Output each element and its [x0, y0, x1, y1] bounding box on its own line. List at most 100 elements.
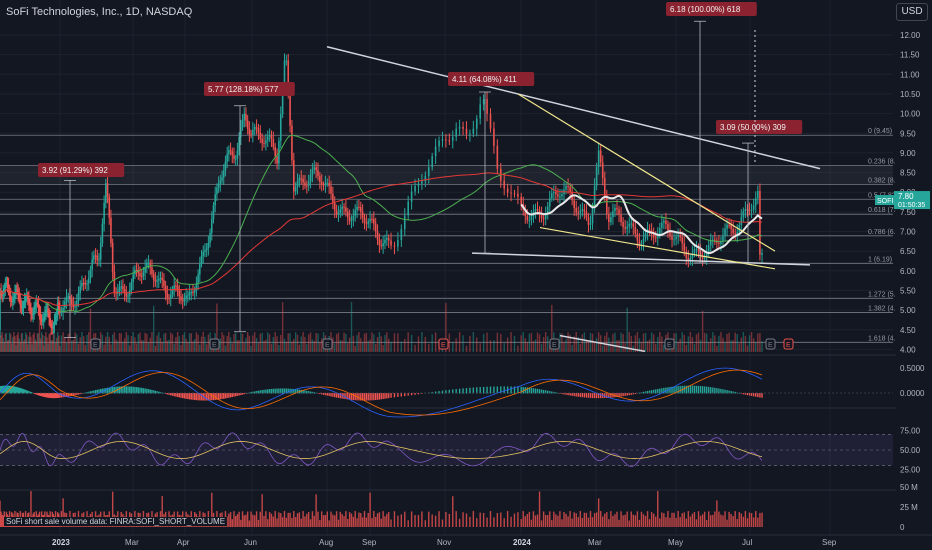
volume-bar: [283, 338, 286, 352]
volume-bar: [129, 345, 131, 352]
macd-histogram-bar: [125, 386, 128, 394]
macd-histogram-bar: [701, 386, 704, 394]
candle-body: [424, 176, 427, 182]
volume-bar: [43, 345, 45, 352]
macd-histogram-bar: [322, 393, 325, 395]
candle-body: [687, 257, 690, 261]
currency-button[interactable]: USD: [896, 3, 928, 21]
short-volume-bar: [740, 513, 743, 527]
macd-histogram-bar: [291, 388, 293, 394]
volume-bar: [365, 332, 368, 352]
volume-bar: [569, 334, 571, 352]
macd-histogram-bar: [110, 387, 112, 394]
volume-bar: [161, 342, 163, 352]
candle-body: [40, 319, 43, 322]
macd-histogram-bar: [384, 393, 386, 399]
candle-body: [669, 230, 671, 237]
short-volume-bar: [0, 511, 2, 527]
candle-body: [371, 218, 373, 220]
volume-bar: [595, 338, 598, 352]
macd-histogram-bar: [146, 388, 148, 394]
candle-body: [577, 212, 580, 214]
macd-histogram-bar: [293, 388, 295, 394]
time-tick-label: Sep: [822, 538, 837, 547]
macd-pane: [0, 367, 893, 418]
macd-histogram-bar: [652, 389, 655, 394]
volume-bar: [397, 333, 399, 352]
short-volume-bar: [211, 492, 213, 527]
volume-bar: [168, 339, 170, 352]
candle-body: [146, 262, 148, 268]
short-volume-bar: [746, 518, 749, 527]
volume-bar: [697, 332, 700, 352]
short-volume-bar: [714, 511, 716, 527]
candle-body: [257, 128, 260, 133]
volume-bar: [31, 344, 33, 352]
volume-bar: [50, 339, 52, 352]
candle-body: [93, 255, 95, 260]
candle-body: [47, 309, 49, 313]
candle-body: [400, 229, 403, 241]
volume-bar: [274, 332, 276, 352]
volume-bar: [200, 336, 203, 352]
macd-histogram-bar: [38, 393, 41, 396]
candle-body: [34, 304, 37, 309]
candle-body: [130, 282, 133, 291]
measure-label-bg: [666, 2, 757, 16]
macd-histogram-bar: [161, 392, 163, 394]
macd-histogram-bar: [462, 388, 464, 394]
short-volume-bar: [677, 511, 679, 527]
fib-level-label: 0.236 (8.68): [868, 158, 906, 165]
short-volume-bar: [687, 511, 690, 527]
short-volume-bar: [438, 511, 440, 527]
candle-body: [44, 312, 46, 318]
volume-bar: [571, 344, 573, 352]
macd-histogram-bar: [728, 390, 730, 394]
measure-tools[interactable]: 3.92 (91.29%) 392 5.77 (128.18%) 577 4.11 …: [38, 2, 803, 339]
candle-body: [542, 218, 545, 220]
short-volume-bar: [538, 491, 541, 527]
short-volume-bar: [638, 519, 641, 527]
volume-bar: [171, 334, 174, 352]
volume-bar: [117, 341, 119, 352]
volume-bar: [757, 333, 759, 352]
volume-bar: [345, 333, 347, 352]
candle-body: [699, 251, 702, 256]
volume-bar: [84, 345, 87, 352]
short-volume-bar: [285, 517, 288, 527]
macd-histogram-bar: [577, 393, 579, 397]
candle-body: [7, 284, 10, 290]
candle-body: [757, 191, 759, 199]
macd-histogram-bar: [130, 386, 133, 394]
short-volume-bar: [744, 511, 747, 527]
macd-histogram-bar: [48, 393, 50, 398]
candle-body: [187, 295, 189, 297]
volume-bar: [65, 342, 68, 352]
macd-histogram-bar: [278, 388, 280, 394]
volume-bar: [59, 345, 61, 352]
short-volume-bar: [571, 518, 573, 527]
short-volume-bar: [302, 511, 304, 527]
volume-bar: [540, 344, 543, 352]
short-volume-bar: [441, 519, 444, 527]
candle-body: [557, 194, 559, 197]
candle-body: [614, 207, 616, 212]
symbol-title[interactable]: SoFi Technologies, Inc., 1D, NASDAQ: [6, 6, 193, 18]
short-volume-bar: [520, 518, 522, 527]
candle-body: [151, 267, 153, 275]
short-volume-bar: [226, 516, 228, 527]
candle-body: [544, 214, 547, 219]
candle-body: [246, 120, 249, 129]
macd-histogram-bar: [642, 391, 645, 394]
macd-histogram-bar: [259, 390, 262, 394]
candle-body: [417, 183, 420, 187]
candle-body: [354, 210, 357, 216]
macd-histogram-bar: [371, 393, 373, 401]
candle-body: [4, 284, 7, 289]
volume-bar: [675, 333, 677, 352]
macd-histogram-bar: [675, 386, 677, 394]
macd-histogram-bar: [644, 391, 647, 394]
macd-histogram-bar: [50, 393, 52, 399]
